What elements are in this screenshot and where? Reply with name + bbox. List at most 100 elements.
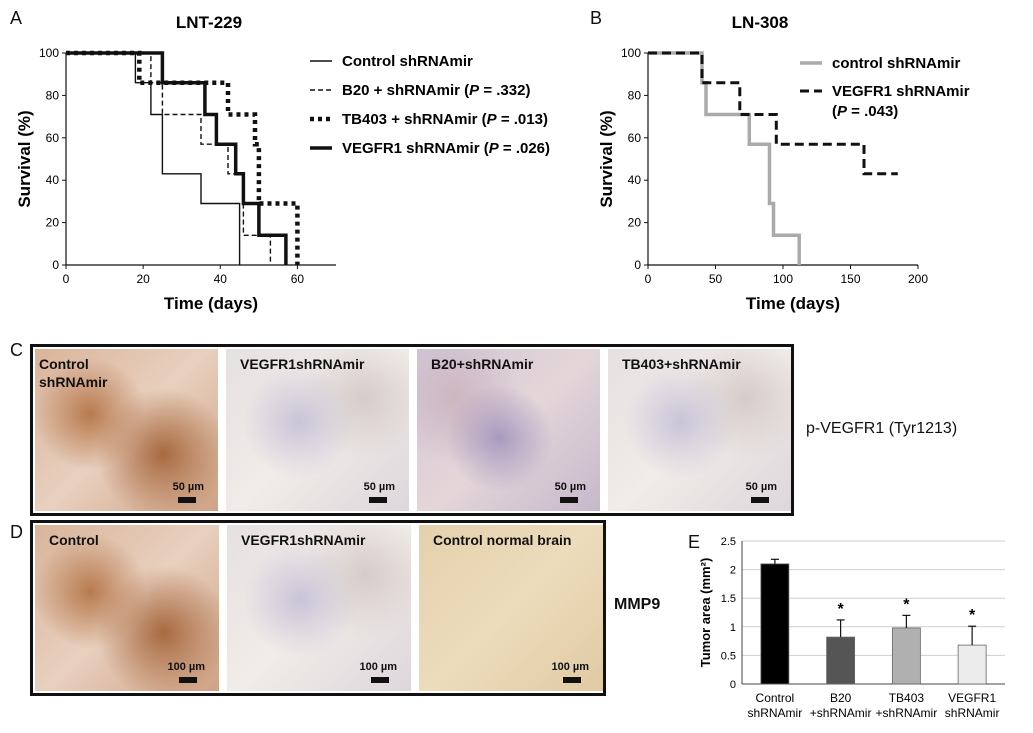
x-tick-label: VEGFR1	[948, 691, 996, 705]
panel-d-scale-text: 100 µm	[551, 661, 589, 673]
x-tick-label: 100	[773, 272, 793, 286]
x-axis-title: Time (days)	[164, 294, 258, 313]
y-axis-title: Survival (%)	[597, 110, 616, 207]
panel-label-c: C	[10, 340, 23, 360]
panel-d-tile-title: Control normal brain	[433, 532, 572, 548]
y-tick-label: 1	[730, 622, 736, 634]
x-tick-label: 20	[136, 272, 150, 286]
y-tick-label: 1.5	[721, 593, 736, 605]
y-tick-label: 60	[46, 131, 60, 145]
panel-c-tile-title: VEGFR1shRNAmir	[240, 356, 365, 372]
chart-title: LN-308	[732, 13, 789, 32]
x-tick-label: shRNAmir	[748, 706, 803, 720]
series-line-2	[66, 50, 300, 265]
panel-d-scale-text: 100 µm	[359, 661, 397, 673]
significance-mark: *	[903, 596, 910, 613]
chart-title: LNT-229	[176, 13, 242, 32]
panel-c-side-label: p-VEGFR1 (Tyr1213)	[806, 420, 958, 437]
panel-c-tile-title: Control shRNAmir	[39, 356, 108, 390]
panel-label-d: D	[10, 522, 23, 542]
km-chart-1: 0 50 100 150 200 0 20 40 60 80 100 Time (days) Survi…	[597, 13, 970, 313]
y-tick-label: 80	[628, 88, 642, 102]
x-tick-label: shRNAmir	[945, 706, 1000, 720]
panel-d-scale-bar	[563, 677, 581, 683]
panel-d-tile-title: VEGFR1shRNAmir	[241, 532, 366, 548]
panel-d-scale-bar	[179, 677, 197, 683]
y-tick-label: 0.5	[721, 650, 736, 662]
panel-label-e: E	[688, 532, 701, 552]
bar	[760, 563, 790, 685]
x-axis-title: Time (days)	[746, 294, 840, 313]
panel-c-scale-text: 50 µm	[554, 481, 586, 493]
x-tick-label: 60	[291, 272, 305, 286]
series-line-1	[648, 51, 898, 176]
panel-c-micrograph-1: VEGFR1shRNAmir 50 µm	[226, 349, 409, 511]
y-axis-title: Survival (%)	[15, 110, 34, 207]
panel-label-a: A	[10, 8, 23, 28]
bar	[826, 636, 856, 685]
panel-c-scale-text: 50 µm	[363, 481, 395, 493]
legend-label-0: Control shRNAmir	[342, 53, 473, 70]
x-tick-label: +shRNAmir	[876, 706, 938, 720]
km-chart-0: 0 20 40 60 0 20 40 60 80 100 Time (days) Survival (…	[15, 13, 550, 313]
x-tick-label: 50	[709, 272, 723, 286]
legend-label-1: B20 + shRNAmir (P = .332)	[342, 82, 530, 99]
x-tick-label: TB403	[889, 691, 925, 705]
series-line-3	[66, 51, 288, 265]
y-tick-label: 2	[730, 565, 736, 577]
y-tick-label: 80	[46, 88, 60, 102]
y-tick-label: 20	[46, 216, 60, 230]
x-tick-label: 0	[63, 272, 70, 286]
panel-d-micrograph-1: VEGFR1shRNAmir 100 µm	[227, 525, 411, 691]
panel-c-tile-title: B20+shRNAmir	[431, 356, 534, 372]
y-tick-label: 0	[730, 679, 736, 691]
panel-label-b: B	[590, 8, 603, 28]
panel-c-scale-bar	[560, 497, 578, 503]
panel-d-micrograph-2: Control normal brain 100 µm	[419, 525, 603, 691]
panel-c-micrograph-3: TB403+shRNAmir 50 µm	[608, 349, 791, 511]
y-tick-label: 40	[628, 173, 642, 187]
bar	[957, 644, 987, 685]
legend-label-1: VEGFR1 shRNAmir (P = .043)	[832, 83, 970, 120]
panel-d-box: Control 100 µm VEGFR1shRNAmir 100 µm Control…	[30, 520, 606, 696]
x-tick-label: B20	[830, 691, 852, 705]
panel-c-tile-title: TB403+shRNAmir	[622, 356, 741, 372]
y-tick-label: 20	[628, 216, 642, 230]
significance-mark: *	[969, 607, 976, 624]
bar	[891, 627, 921, 685]
panel-c-scale-bar	[751, 497, 769, 503]
y-tick-label: 40	[46, 173, 60, 187]
legend-label-0: control shRNAmir	[832, 55, 961, 72]
y-axis-title: Tumor area (mm²)	[698, 558, 713, 668]
series-line-0	[648, 51, 801, 265]
y-tick-label: 0	[634, 258, 641, 272]
y-tick-label: 100	[621, 46, 641, 60]
y-tick-label: 60	[628, 131, 642, 145]
panel-d-micrograph-0: Control 100 µm	[35, 525, 219, 691]
panel-c-box: Control shRNAmir 50 µm VEGFR1shRNAmir 50 µm…	[30, 344, 794, 516]
y-tick-label: 0	[52, 258, 59, 272]
panel-d-tile-title: Control	[49, 532, 99, 548]
panel-c-scale-text: 50 µm	[745, 481, 777, 493]
y-tick-label: 100	[39, 46, 59, 60]
x-tick-label: 200	[908, 272, 928, 286]
panel-c-micrograph-2: B20+shRNAmir 50 µm	[417, 349, 600, 511]
panel-d-side-label: MMP9	[614, 596, 661, 613]
panel-c-scale-bar	[369, 497, 387, 503]
series-line-0	[66, 52, 241, 265]
x-tick-label: +shRNAmir	[810, 706, 872, 720]
significance-mark: *	[838, 601, 845, 618]
x-tick-label: 150	[840, 272, 860, 286]
x-tick-label: 40	[214, 272, 228, 286]
panel-c-micrograph-0: Control shRNAmir 50 µm	[35, 349, 218, 511]
panel-c-scale-text: 50 µm	[172, 481, 204, 493]
legend-label-2: TB403 + shRNAmir (P = .013)	[342, 111, 548, 128]
y-tick-label: 2.5	[721, 536, 736, 548]
panel-c-scale-bar	[178, 497, 196, 503]
x-tick-label: 0	[645, 272, 652, 286]
x-tick-label: Control	[756, 691, 795, 705]
legend-label-3: VEGFR1 shRNAmir (P = .026)	[342, 140, 550, 157]
panel-d-scale-text: 100 µm	[167, 661, 205, 673]
